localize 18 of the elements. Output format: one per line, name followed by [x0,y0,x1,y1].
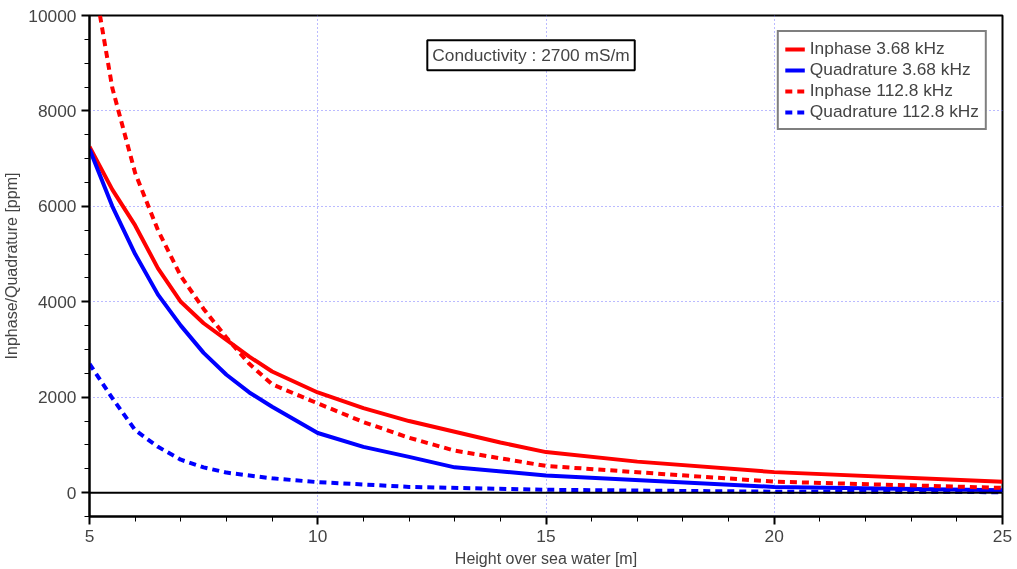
legend-label: Quadrature 112.8 kHz [809,101,979,122]
x-tick-label: 15 [536,525,556,546]
x-tick-label: 25 [992,525,1013,546]
y-tick-label: 4000 [37,291,77,312]
y-tick-label: 10000 [28,5,77,26]
y-tick-label: 0 [66,482,77,503]
y-axis-title: Inphase/Quadrature [ppm] [3,172,21,360]
legend-label: Quadrature 3.68 kHz [809,59,971,80]
x-axis-title: Height over sea water [m] [454,549,638,567]
legend-label: Inphase 112.8 kHz [809,80,954,101]
legend-label: Inphase 3.68 kHz [809,38,945,59]
x-tick-label: 20 [764,525,784,546]
y-tick-label: 2000 [37,387,77,408]
annotation: Conductivity : 2700 mS/m [432,45,630,66]
x-tick-label: 10 [308,525,328,546]
y-tick-label: 6000 [37,196,77,217]
y-tick-label: 8000 [37,100,77,121]
x-tick-label: 5 [84,525,95,546]
